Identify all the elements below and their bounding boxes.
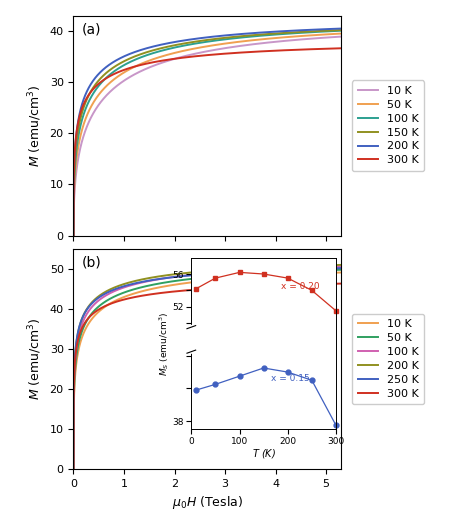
Legend: 10 K, 50 K, 100 K, 200 K, 250 K, 300 K: 10 K, 50 K, 100 K, 200 K, 250 K, 300 K [352, 314, 424, 404]
X-axis label: $\mu_0H$ (Tesla): $\mu_0H$ (Tesla) [172, 494, 243, 511]
Y-axis label: $M$ (emu/cm$^3$): $M$ (emu/cm$^3$) [27, 318, 44, 400]
Text: (a): (a) [82, 22, 101, 36]
Y-axis label: $M$ (emu/cm$^3$): $M$ (emu/cm$^3$) [27, 84, 44, 167]
Legend: 10 K, 50 K, 100 K, 150 K, 200 K, 300 K: 10 K, 50 K, 100 K, 150 K, 200 K, 300 K [352, 80, 424, 171]
Text: (b): (b) [82, 255, 101, 269]
